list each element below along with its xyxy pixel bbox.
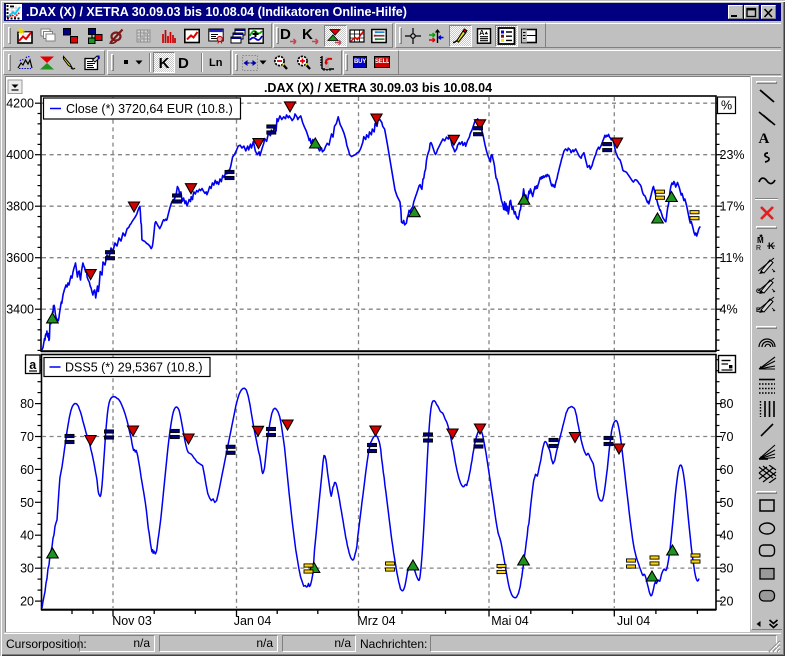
svg-text:40: 40	[20, 529, 34, 543]
svg-text:3800: 3800	[6, 200, 34, 214]
svg-text:70: 70	[20, 430, 34, 444]
svg-text:30: 30	[20, 562, 34, 576]
svg-text:60: 60	[20, 463, 34, 477]
svg-text:4%: 4%	[720, 303, 738, 317]
svg-text:%: %	[721, 99, 732, 113]
svg-text:80: 80	[720, 397, 734, 411]
svg-text:R: R	[756, 245, 761, 252]
svg-text:Jan 04: Jan 04	[234, 614, 272, 628]
svg-text:11%: 11%	[720, 251, 744, 265]
svg-text:40: 40	[720, 529, 734, 543]
svg-text:3600: 3600	[6, 251, 34, 265]
svg-text:4200: 4200	[6, 97, 34, 111]
svg-text:70: 70	[720, 430, 734, 444]
svg-text:G: G	[756, 288, 761, 295]
svg-text:17%: 17%	[720, 200, 745, 214]
svg-text:K: K	[158, 55, 169, 72]
svg-text:4000: 4000	[6, 148, 34, 162]
svg-text:60: 60	[720, 463, 734, 477]
svg-text:DSS5 (*) 29,5367 (10.8.): DSS5 (*) 29,5367 (10.8.)	[65, 361, 203, 375]
svg-text:A: A	[479, 30, 484, 37]
svg-text:80: 80	[20, 397, 34, 411]
svg-text:20: 20	[720, 595, 734, 609]
svg-text:M: M	[757, 236, 764, 245]
svg-text:.DAX (X) / XETRA 30.09.03 bis: .DAX (X) / XETRA 30.09.03 bis 10.08.04	[264, 81, 492, 95]
svg-text:E: E	[756, 307, 761, 314]
svg-text:Close (*) 3720,64 EUR (10.8.): Close (*) 3720,64 EUR (10.8.)	[66, 102, 233, 116]
svg-text:50: 50	[720, 496, 734, 510]
svg-text:20: 20	[20, 595, 34, 609]
svg-text:Nov 03: Nov 03	[112, 614, 152, 628]
svg-text:30: 30	[720, 562, 734, 576]
svg-text:Mai 04: Mai 04	[491, 614, 529, 628]
svg-text:50: 50	[20, 496, 34, 510]
svg-text:Mrz 04: Mrz 04	[357, 614, 395, 628]
svg-text:23%: 23%	[720, 148, 745, 162]
svg-text:a: a	[29, 358, 37, 372]
svg-text:3400: 3400	[6, 303, 34, 317]
svg-text:Jul 04: Jul 04	[617, 614, 650, 628]
